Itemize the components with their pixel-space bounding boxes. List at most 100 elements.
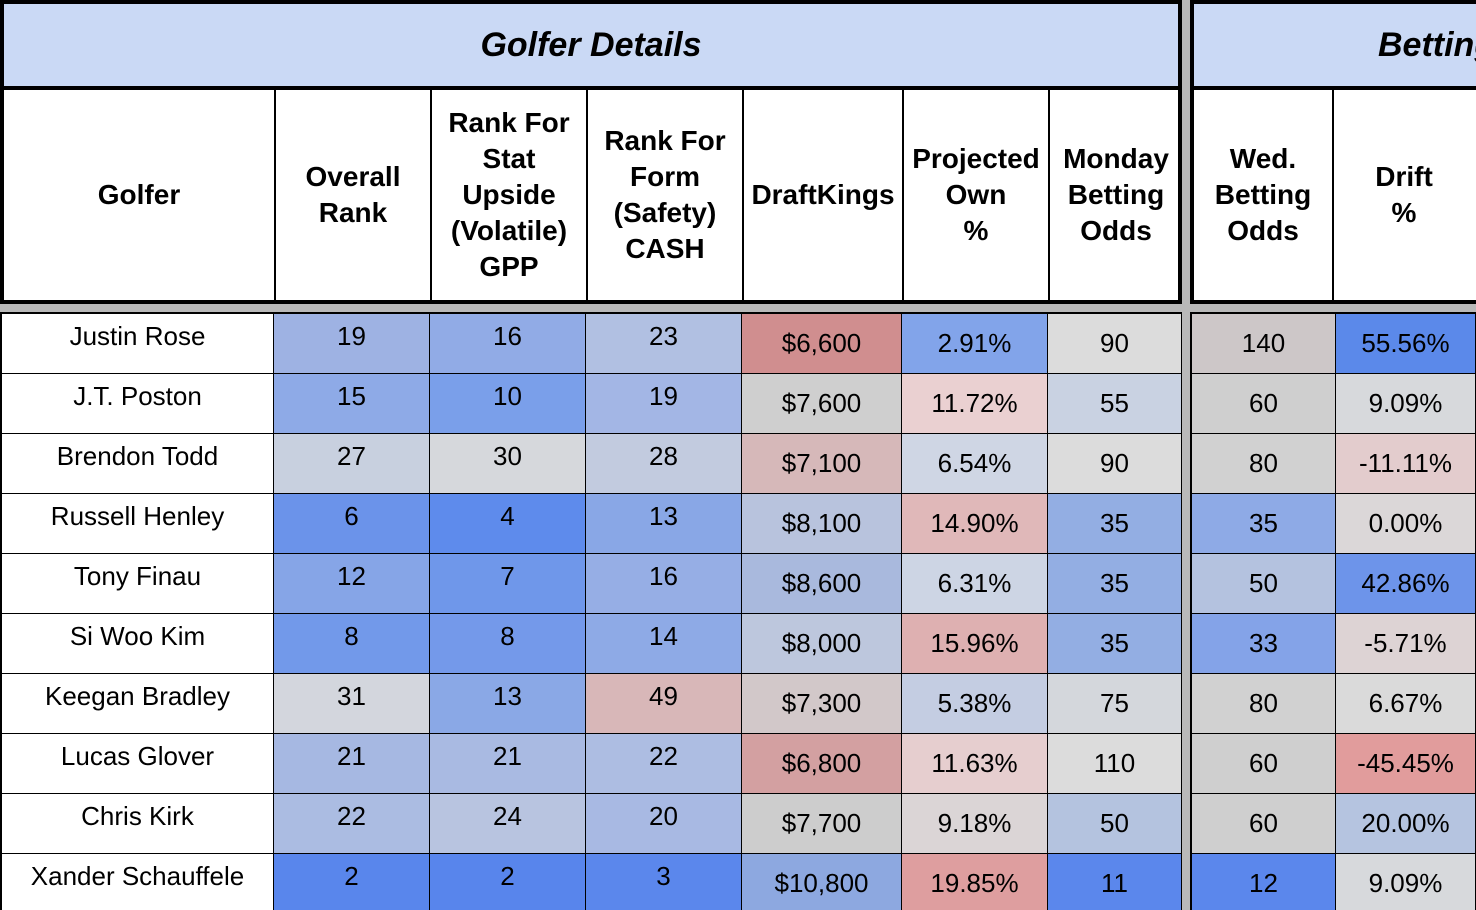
projected-own-cell[interactable]: 11.72% (902, 374, 1048, 434)
overall-rank-cell[interactable]: 2 (274, 854, 430, 910)
monday-odds-cell[interactable]: 11 (1048, 854, 1182, 910)
stat-rank-cell[interactable]: 13 (430, 674, 586, 734)
wed-odds-cell[interactable]: 140 (1192, 314, 1336, 374)
table-row[interactable]: Lucas Glover 21 21 22 $6,800 11.63% 110 (2, 734, 1182, 794)
overall-rank-cell[interactable]: 6 (274, 494, 430, 554)
overall-rank-cell[interactable]: 21 (274, 734, 430, 794)
projected-own-cell[interactable]: 2.91% (902, 314, 1048, 374)
drift-cell[interactable]: 9.09% (1336, 374, 1476, 434)
table-row-betting[interactable]: 60 20.00% (1192, 794, 1476, 854)
stat-rank-cell[interactable]: 21 (430, 734, 586, 794)
drift-cell[interactable]: 6.67% (1336, 674, 1476, 734)
monday-odds-cell[interactable]: 90 (1048, 434, 1182, 494)
table-row[interactable]: Chris Kirk 22 24 20 $7,700 9.18% 50 (2, 794, 1182, 854)
stat-rank-cell[interactable]: 7 (430, 554, 586, 614)
column-header-rank-stat-upside[interactable]: Rank For Stat Upside (Volatile) GPP (432, 90, 588, 300)
draftkings-salary-cell[interactable]: $8,000 (742, 614, 902, 674)
column-header-wed-odds[interactable]: Wed. Betting Odds (1194, 90, 1334, 300)
table-row[interactable]: Xander Schauffele 2 2 3 $10,800 19.85% 11 (2, 854, 1182, 910)
form-rank-cell[interactable]: 49 (586, 674, 742, 734)
column-header-draftkings[interactable]: DraftKings (744, 90, 904, 300)
drift-cell[interactable]: 55.56% (1336, 314, 1476, 374)
drift-cell[interactable]: 9.09% (1336, 854, 1476, 910)
golfer-name-cell[interactable]: Justin Rose (2, 314, 274, 374)
drift-cell[interactable]: -5.71% (1336, 614, 1476, 674)
wed-odds-cell[interactable]: 12 (1192, 854, 1336, 910)
projected-own-cell[interactable]: 14.90% (902, 494, 1048, 554)
table-row[interactable]: Tony Finau 12 7 16 $8,600 6.31% 35 (2, 554, 1182, 614)
golfer-name-cell[interactable]: Lucas Glover (2, 734, 274, 794)
draftkings-salary-cell[interactable]: $7,300 (742, 674, 902, 734)
column-header-drift[interactable]: Drift % (1375, 161, 1433, 228)
column-header-overall-rank[interactable]: Overall Rank (276, 90, 432, 300)
table-row-betting[interactable]: 35 0.00% (1192, 494, 1476, 554)
column-header-monday-odds[interactable]: Monday Betting Odds (1063, 143, 1169, 246)
overall-rank-cell[interactable]: 31 (274, 674, 430, 734)
table-row[interactable]: Keegan Bradley 31 13 49 $7,300 5.38% 75 (2, 674, 1182, 734)
draftkings-salary-cell[interactable]: $10,800 (742, 854, 902, 910)
stat-rank-cell[interactable]: 2 (430, 854, 586, 910)
stat-rank-cell[interactable]: 4 (430, 494, 586, 554)
drift-cell[interactable]: 42.86% (1336, 554, 1476, 614)
group-header-betting[interactable]: Betting (1190, 0, 1476, 86)
stat-rank-cell[interactable]: 30 (430, 434, 586, 494)
projected-own-cell[interactable]: 15.96% (902, 614, 1048, 674)
golfer-name-cell[interactable]: Chris Kirk (2, 794, 274, 854)
monday-odds-cell[interactable]: 110 (1048, 734, 1182, 794)
overall-rank-cell[interactable]: 12 (274, 554, 430, 614)
overall-rank-cell[interactable]: 15 (274, 374, 430, 434)
draftkings-salary-cell[interactable]: $6,800 (742, 734, 902, 794)
draftkings-salary-cell[interactable]: $6,600 (742, 314, 902, 374)
stat-rank-cell[interactable]: 16 (430, 314, 586, 374)
drift-cell[interactable]: -11.11% (1336, 434, 1476, 494)
table-row[interactable]: J.T. Poston 15 10 19 $7,600 11.72% 55 (2, 374, 1182, 434)
projected-own-cell[interactable]: 6.54% (902, 434, 1048, 494)
golfer-name-cell[interactable]: Tony Finau (2, 554, 274, 614)
draftkings-salary-cell[interactable]: $7,100 (742, 434, 902, 494)
projected-own-cell[interactable]: 5.38% (902, 674, 1048, 734)
stat-rank-cell[interactable]: 10 (430, 374, 586, 434)
monday-odds-cell[interactable]: 50 (1048, 794, 1182, 854)
column-header-golfer[interactable]: Golfer (4, 90, 276, 300)
projected-own-cell[interactable]: 11.63% (902, 734, 1048, 794)
table-row-betting[interactable]: 60 -45.45% (1192, 734, 1476, 794)
golfer-name-cell[interactable]: Keegan Bradley (2, 674, 274, 734)
form-rank-cell[interactable]: 3 (586, 854, 742, 910)
wed-odds-cell[interactable]: 60 (1192, 734, 1336, 794)
form-rank-cell[interactable]: 16 (586, 554, 742, 614)
wed-odds-cell[interactable]: 60 (1192, 794, 1336, 854)
table-row-betting[interactable]: 140 55.56% (1192, 314, 1476, 374)
overall-rank-cell[interactable]: 19 (274, 314, 430, 374)
draftkings-salary-cell[interactable]: $7,700 (742, 794, 902, 854)
monday-odds-cell[interactable]: 35 (1048, 614, 1182, 674)
drift-cell[interactable]: 20.00% (1336, 794, 1476, 854)
draftkings-salary-cell[interactable]: $7,600 (742, 374, 902, 434)
group-header-golfer-details[interactable]: Golfer Details (0, 0, 1182, 86)
form-rank-cell[interactable]: 22 (586, 734, 742, 794)
drift-cell[interactable]: 0.00% (1336, 494, 1476, 554)
stat-rank-cell[interactable]: 24 (430, 794, 586, 854)
table-row-betting[interactable]: 50 42.86% (1192, 554, 1476, 614)
wed-odds-cell[interactable]: 60 (1192, 374, 1336, 434)
table-row-betting[interactable]: 60 9.09% (1192, 374, 1476, 434)
table-row[interactable]: Russell Henley 6 4 13 $8,100 14.90% 35 (2, 494, 1182, 554)
draftkings-salary-cell[interactable]: $8,100 (742, 494, 902, 554)
golfer-name-cell[interactable]: Russell Henley (2, 494, 274, 554)
projected-own-cell[interactable]: 9.18% (902, 794, 1048, 854)
form-rank-cell[interactable]: 13 (586, 494, 742, 554)
wed-odds-cell[interactable]: 80 (1192, 674, 1336, 734)
table-row-betting[interactable]: 80 -11.11% (1192, 434, 1476, 494)
drift-cell[interactable]: -45.45% (1336, 734, 1476, 794)
monday-odds-cell[interactable]: 35 (1048, 494, 1182, 554)
monday-odds-cell[interactable]: 90 (1048, 314, 1182, 374)
stat-rank-cell[interactable]: 8 (430, 614, 586, 674)
form-rank-cell[interactable]: 14 (586, 614, 742, 674)
wed-odds-cell[interactable]: 33 (1192, 614, 1336, 674)
form-rank-cell[interactable]: 20 (586, 794, 742, 854)
form-rank-cell[interactable]: 19 (586, 374, 742, 434)
golfer-name-cell[interactable]: Si Woo Kim (2, 614, 274, 674)
wed-odds-cell[interactable]: 35 (1192, 494, 1336, 554)
table-row-betting[interactable]: 80 6.67% (1192, 674, 1476, 734)
golfer-name-cell[interactable]: Brendon Todd (2, 434, 274, 494)
projected-own-cell[interactable]: 6.31% (902, 554, 1048, 614)
